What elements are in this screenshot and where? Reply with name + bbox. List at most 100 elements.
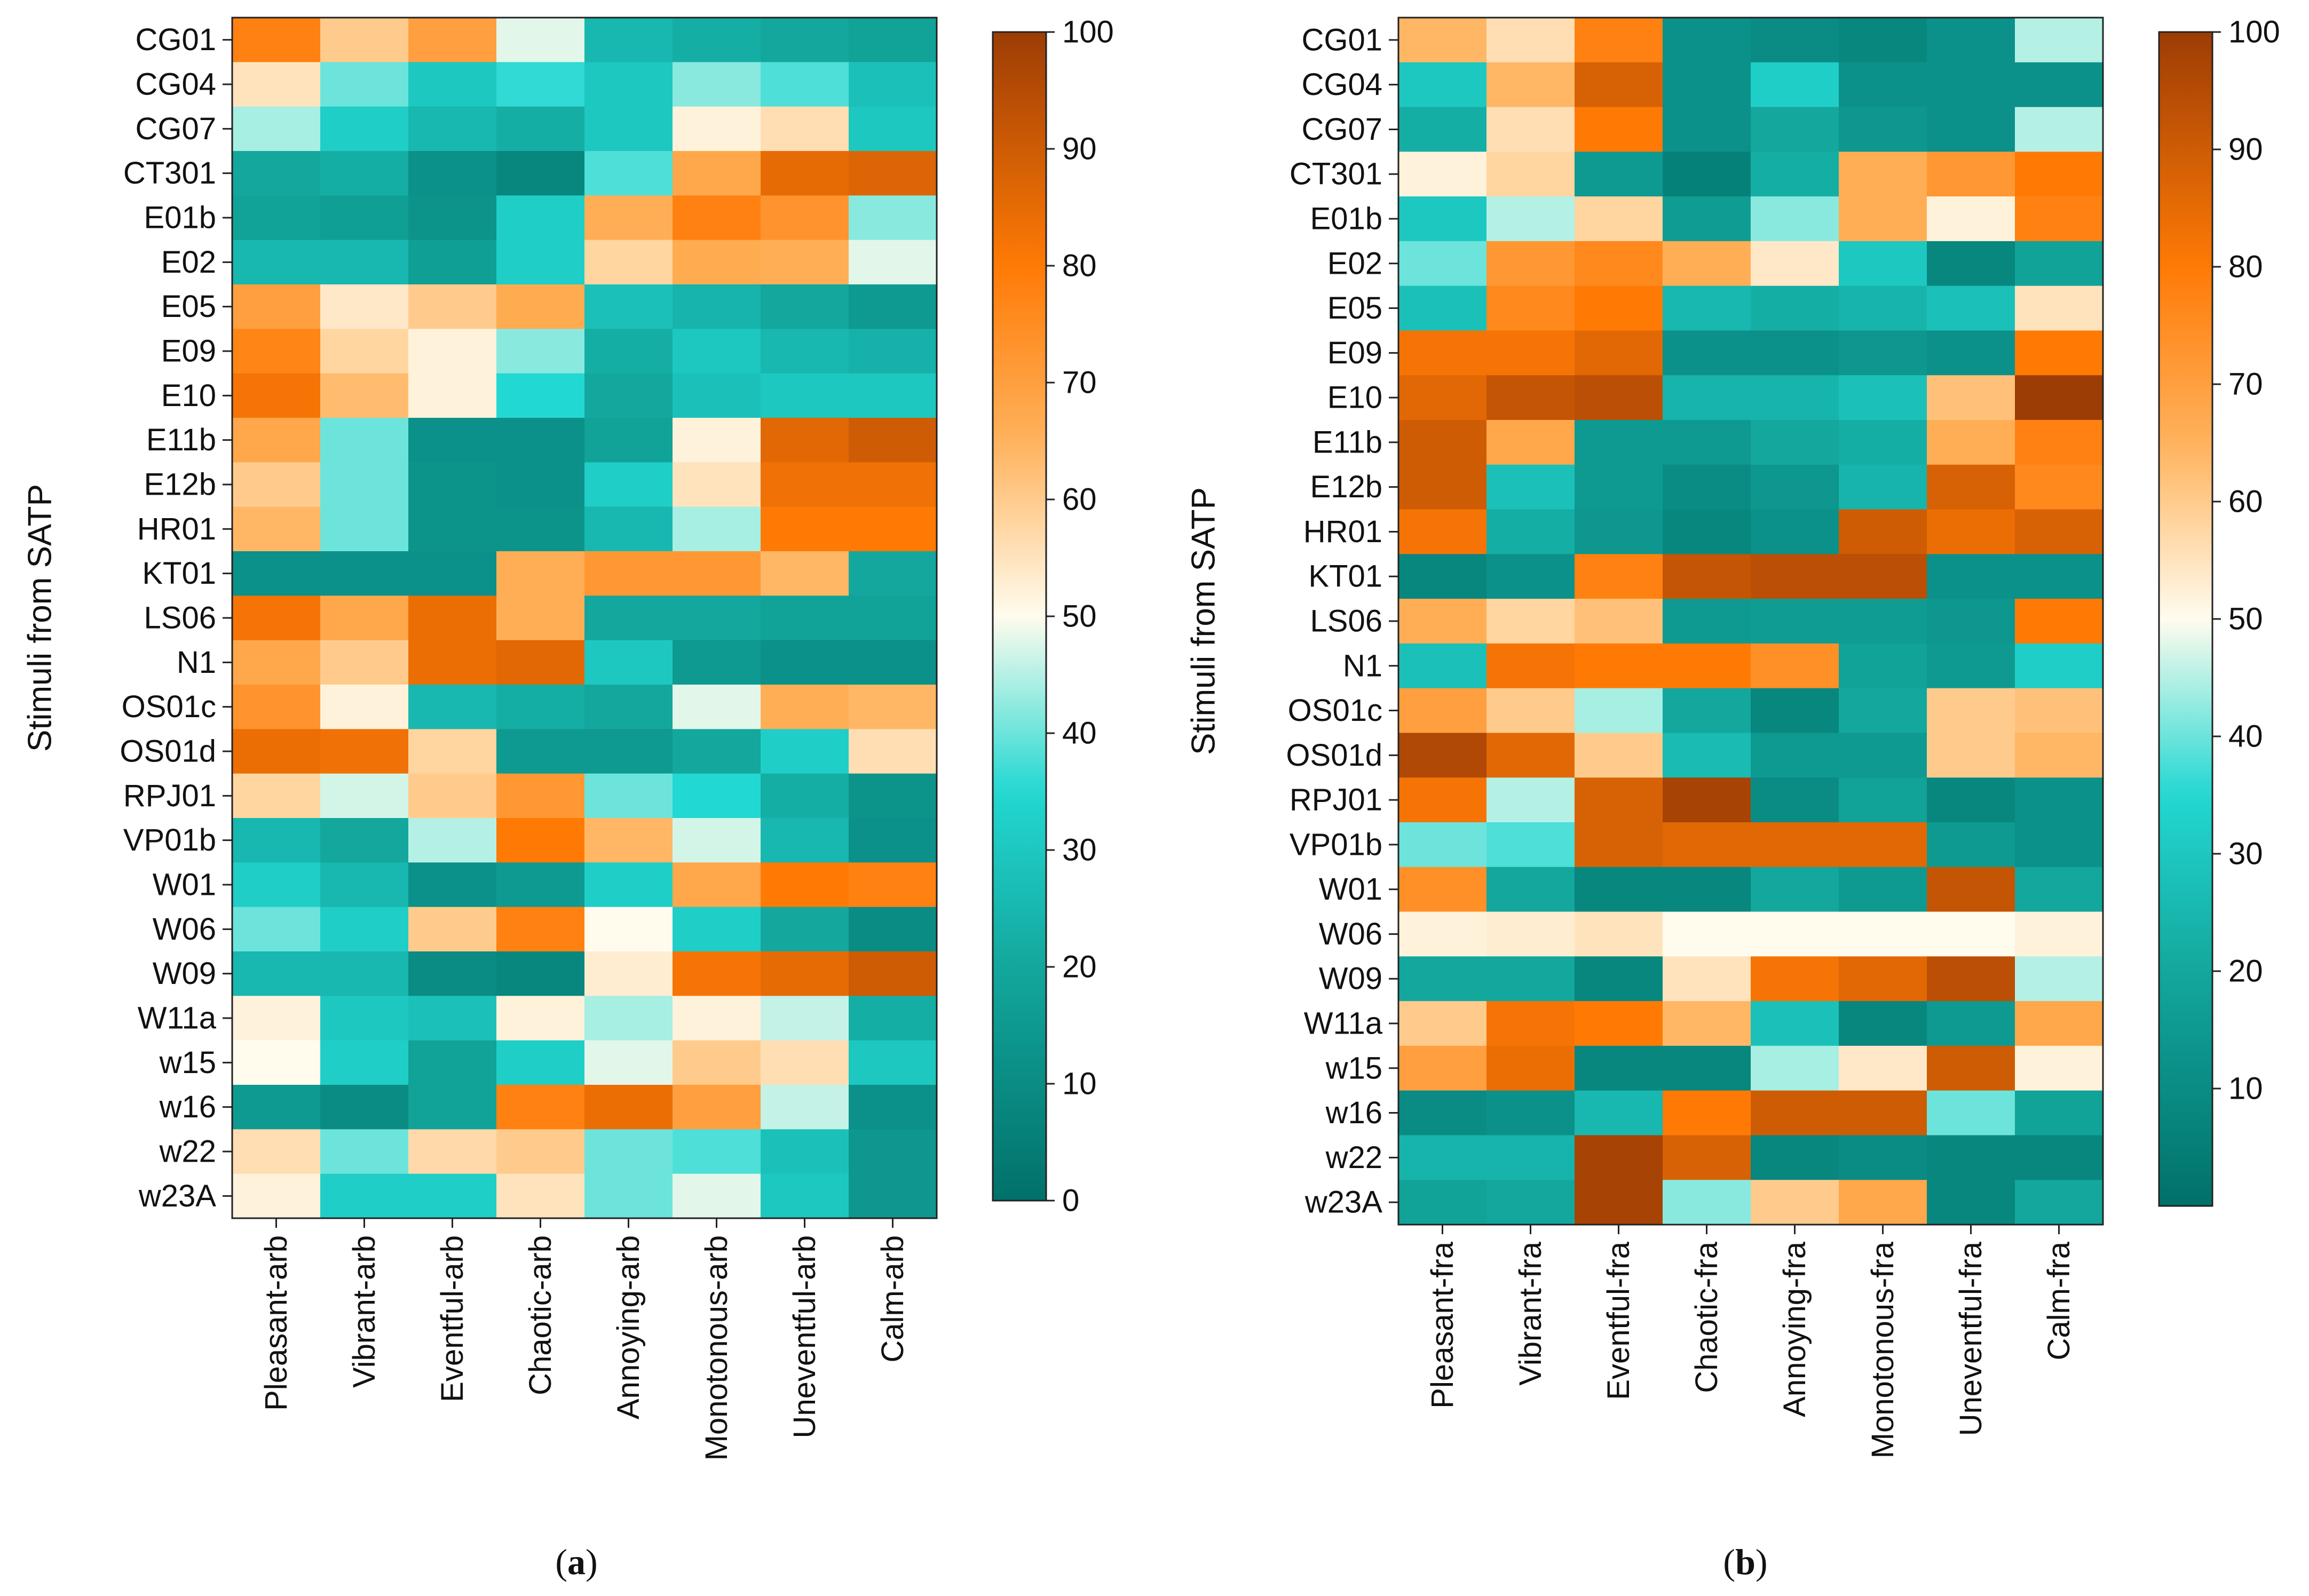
heatmap-cell xyxy=(584,62,673,107)
heatmap-cell xyxy=(1751,241,1839,287)
heatmap-cell xyxy=(408,1173,497,1219)
heatmap-cell xyxy=(496,506,585,552)
heatmap-cell xyxy=(1839,643,1927,689)
heatmap-cell xyxy=(408,506,497,552)
heatmap-cell xyxy=(1575,1001,1663,1046)
heatmap-cell xyxy=(1839,777,1927,823)
heatmap-cell xyxy=(1927,509,2015,554)
y-axis-label: Stimuli from SATP xyxy=(1185,487,1222,755)
heatmap-cell xyxy=(408,773,497,819)
y-tick-label: E01b xyxy=(144,201,216,235)
heatmap-cell xyxy=(1663,1045,1751,1091)
heatmap-cell xyxy=(408,996,497,1041)
heatmap-cell xyxy=(1398,956,1487,1002)
heatmap-cell xyxy=(320,240,409,285)
heatmap-cell xyxy=(849,151,937,196)
heatmap-cell xyxy=(1486,330,1575,376)
heatmap-cell xyxy=(1663,688,1751,734)
heatmap-cell xyxy=(408,18,497,62)
heatmap-cell xyxy=(496,284,585,329)
heatmap-cell xyxy=(496,195,585,241)
heatmap-cell xyxy=(761,595,849,641)
heatmap-cell xyxy=(232,1173,321,1219)
heatmap-cell xyxy=(1486,733,1575,778)
heatmap-cell xyxy=(1398,1135,1487,1180)
heatmap-cell xyxy=(496,151,585,196)
heatmap-cell xyxy=(1663,554,1751,599)
heatmap-cell xyxy=(1839,911,1927,957)
heatmap-cell xyxy=(232,685,321,729)
heatmap-cell xyxy=(1575,911,1663,957)
heatmap-cell xyxy=(584,418,673,463)
heatmap-cell xyxy=(1927,1180,2015,1225)
y-tick-label: OS01c xyxy=(1288,693,1382,728)
y-tick-label: HR01 xyxy=(1303,514,1382,549)
y-tick-label: W11a xyxy=(138,1001,217,1036)
heatmap-cell xyxy=(408,240,497,285)
heatmap-cell xyxy=(1927,554,2015,599)
heatmap-cell xyxy=(1927,822,2015,868)
heatmap-cell xyxy=(673,773,761,819)
x-tick-label: Uneventful-fra xyxy=(1954,1241,1988,1436)
heatmap-cell xyxy=(320,195,409,241)
heatmap-cell xyxy=(2015,688,2104,734)
heatmap-cell xyxy=(232,595,321,641)
y-tick-label: W01 xyxy=(1319,872,1382,907)
y-tick-label: CT301 xyxy=(1290,157,1382,192)
heatmap-cell xyxy=(761,640,849,685)
heatmap-cell xyxy=(496,773,585,819)
heatmap-cell xyxy=(584,506,673,552)
y-tick-label: VP01b xyxy=(1290,827,1382,862)
heatmap-cell xyxy=(1575,196,1663,242)
heatmap-cell xyxy=(761,685,849,729)
y-tick-label: CG01 xyxy=(135,22,216,57)
heatmap-cell xyxy=(408,62,497,107)
heatmap-cell xyxy=(1751,464,1839,510)
heatmap-cell xyxy=(1398,464,1487,510)
heatmap-cell xyxy=(1575,62,1663,108)
heatmap-cell xyxy=(1839,733,1927,778)
heatmap-cell xyxy=(849,240,937,285)
heatmap-cell xyxy=(761,996,849,1041)
heatmap-cell xyxy=(1486,420,1575,465)
heatmap-cell xyxy=(1839,1001,1927,1046)
heatmap-cell xyxy=(320,462,409,507)
heatmap-cell xyxy=(673,1085,761,1130)
heatmap-cell xyxy=(1927,1045,2015,1091)
colorbar-tick-label: 70 xyxy=(2228,367,2263,402)
heatmap-cell xyxy=(1927,777,2015,823)
heatmap-cell xyxy=(849,818,937,863)
heatmap-cell xyxy=(761,240,849,285)
heatmap-cell xyxy=(2015,777,2104,823)
heatmap-cell xyxy=(1398,18,1487,63)
heatmap-cell xyxy=(849,1173,937,1219)
heatmap-cell xyxy=(1839,554,1927,599)
heatmap-cell xyxy=(320,284,409,329)
heatmap-cell xyxy=(1575,554,1663,599)
heatmap-cell xyxy=(849,418,937,463)
heatmap-cell xyxy=(584,240,673,285)
colorbar-tick-label: 90 xyxy=(1062,132,1097,166)
y-tick-label: E01b xyxy=(1310,202,1382,236)
heatmap-cell xyxy=(849,640,937,685)
heatmap-cell xyxy=(673,1129,761,1174)
colorbar-gradient xyxy=(2158,31,2213,1207)
heatmap-cell xyxy=(1751,62,1839,108)
heatmap-cell xyxy=(1751,330,1839,376)
heatmap-cell xyxy=(849,951,937,996)
heatmap-cell xyxy=(1398,822,1487,868)
heatmap-cell xyxy=(584,106,673,152)
heatmap-cell xyxy=(673,818,761,863)
colorbar-tick-label: 0 xyxy=(1062,1184,1079,1218)
heatmap-cell xyxy=(1663,867,1751,912)
heatmap-cell xyxy=(232,951,321,996)
y-tick-label: E11b xyxy=(146,423,216,457)
y-tick-label: w22 xyxy=(159,1134,216,1169)
heatmap-cell xyxy=(1575,464,1663,510)
heatmap-cell xyxy=(1398,196,1487,242)
y-tick-label: CG04 xyxy=(135,67,216,102)
heatmap-cell xyxy=(849,685,937,729)
y-tick-label: w22 xyxy=(1325,1140,1382,1175)
heatmap-cell xyxy=(1486,241,1575,287)
